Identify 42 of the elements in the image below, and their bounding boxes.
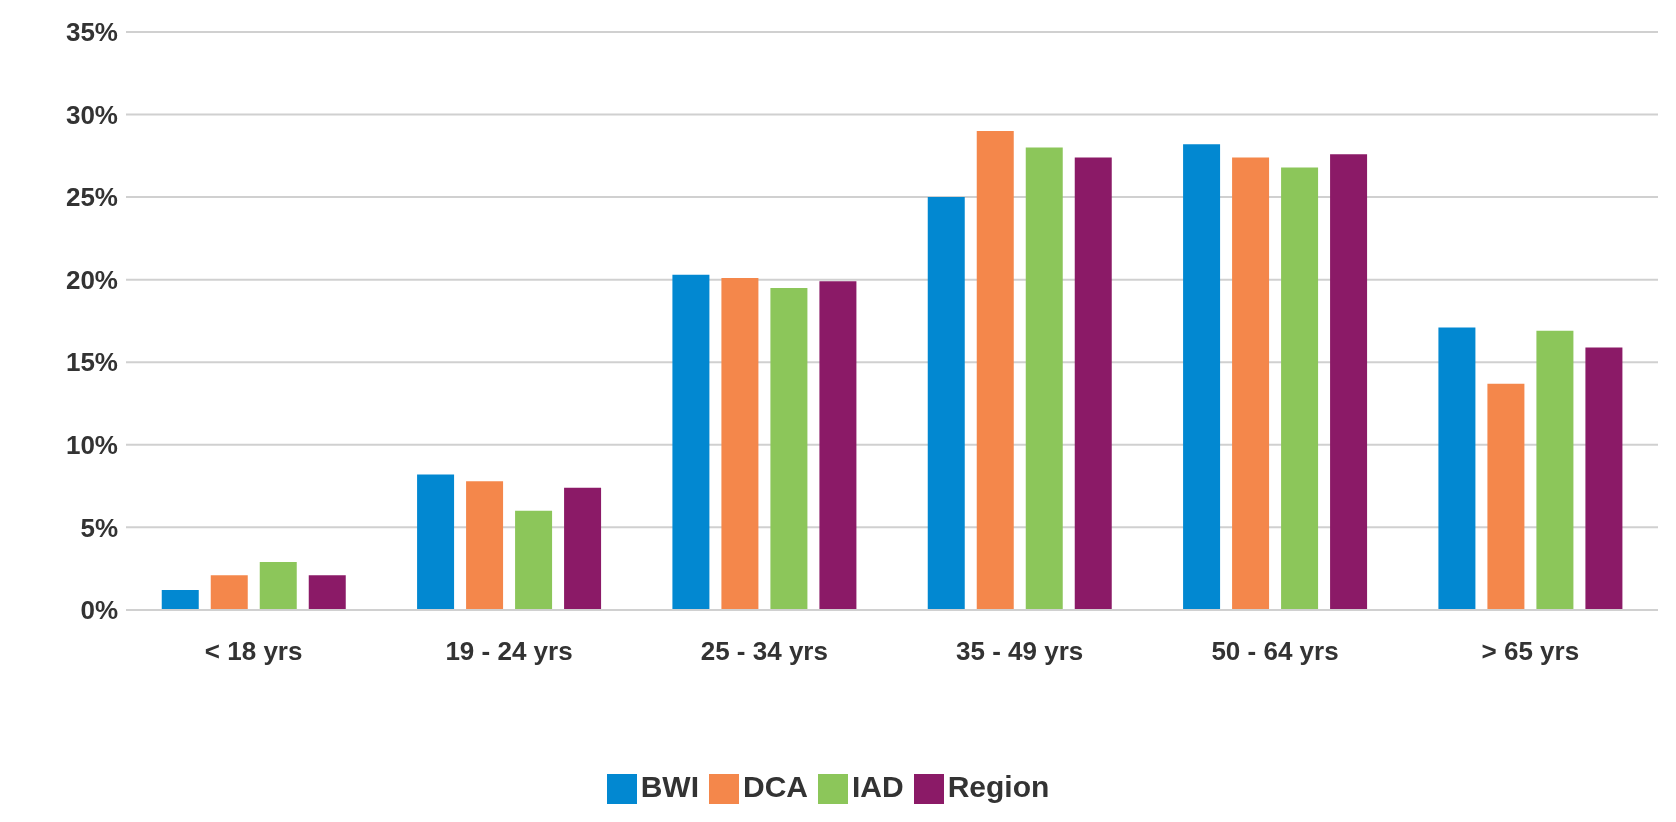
y-tick-label: 0% [80, 595, 118, 626]
bar [1232, 157, 1270, 610]
bar [417, 474, 455, 610]
bar [1025, 147, 1063, 610]
bar [1536, 330, 1574, 610]
y-tick-label: 20% [65, 264, 118, 295]
legend-label: Region [947, 769, 1050, 803]
bar [161, 590, 199, 610]
x-tick-label: 19 - 24 yrs [445, 636, 573, 667]
x-tick-label: > 65 yrs [1481, 636, 1580, 667]
legend-label: BWI [640, 769, 699, 803]
legend-label: IAD [851, 769, 904, 803]
legend-label: DCA [742, 769, 808, 803]
y-tick-label: 25% [65, 182, 118, 213]
bar [259, 562, 297, 610]
bar [770, 287, 808, 610]
bar [927, 197, 965, 610]
bar [1585, 347, 1623, 610]
y-tick-label: 30% [65, 99, 118, 130]
bar [515, 510, 553, 610]
bar [466, 481, 504, 610]
bar [1330, 154, 1368, 610]
bar [1074, 157, 1112, 610]
x-tick-label: < 18 yrs [204, 636, 303, 667]
bar [819, 281, 857, 610]
bar [1281, 167, 1319, 610]
bar [308, 575, 346, 610]
bar [672, 274, 710, 610]
y-tick-label: 5% [80, 512, 118, 543]
bar [1183, 144, 1221, 610]
x-tick-label: 50 - 64 yrs [1211, 636, 1339, 667]
bar [564, 487, 602, 610]
bar [721, 278, 759, 610]
bar [976, 131, 1014, 610]
bar [1487, 383, 1525, 610]
y-tick-label: 15% [65, 347, 118, 378]
y-tick-label: 35% [65, 17, 118, 48]
x-tick-label: 35 - 49 yrs [956, 636, 1084, 667]
y-tick-label: 10% [65, 430, 118, 461]
x-tick-label: 25 - 34 yrs [700, 636, 828, 667]
bar [1438, 327, 1476, 610]
bar [210, 575, 248, 610]
